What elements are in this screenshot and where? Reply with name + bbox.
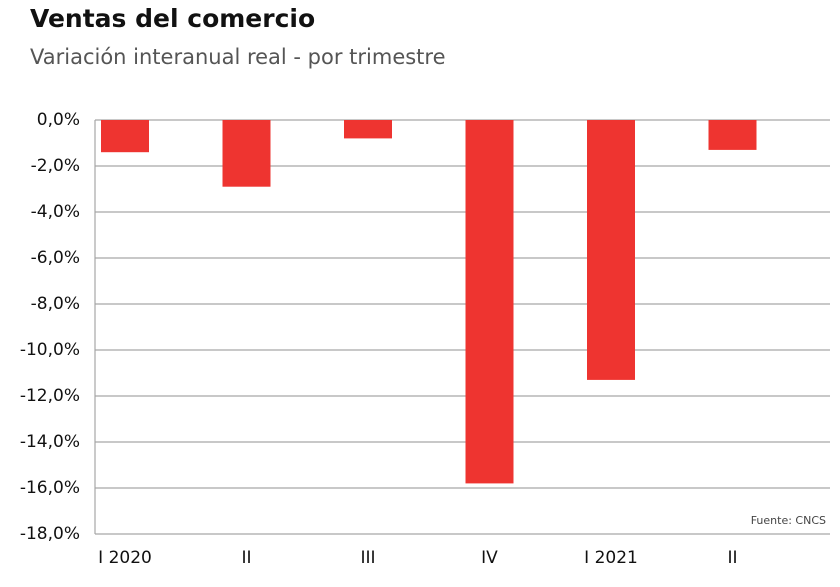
bar: [101, 120, 149, 153]
x-tick-label: IV: [481, 548, 498, 568]
y-tick-label: -12,0%: [20, 386, 80, 406]
y-tick-label: -16,0%: [20, 478, 80, 498]
bar: [344, 120, 392, 139]
y-tick-label: -10,0%: [20, 340, 80, 360]
x-tick-label: III: [360, 548, 375, 568]
y-tick-label: 0,0%: [37, 110, 80, 130]
y-tick-label: -6,0%: [31, 248, 80, 268]
x-tick-label: I 2020: [98, 548, 152, 568]
bar: [222, 120, 271, 187]
chart-subtitle: Variación interanual real - por trimestr…: [30, 45, 446, 69]
y-tick-label: -4,0%: [31, 202, 80, 222]
bar: [587, 120, 635, 380]
y-tick-label: -8,0%: [31, 294, 80, 314]
source-note: Fuente: CNCS: [751, 514, 826, 527]
x-tick-label: II: [241, 548, 251, 568]
y-tick-label: -2,0%: [31, 156, 80, 176]
bar: [465, 120, 514, 484]
x-tick-label: II: [727, 548, 737, 568]
chart-title: Ventas del comercio: [30, 4, 315, 33]
x-tick-label: I 2021: [584, 548, 638, 568]
y-tick-label: -18,0%: [20, 524, 80, 544]
bar: [708, 120, 757, 150]
y-tick-label: -14,0%: [20, 432, 80, 452]
